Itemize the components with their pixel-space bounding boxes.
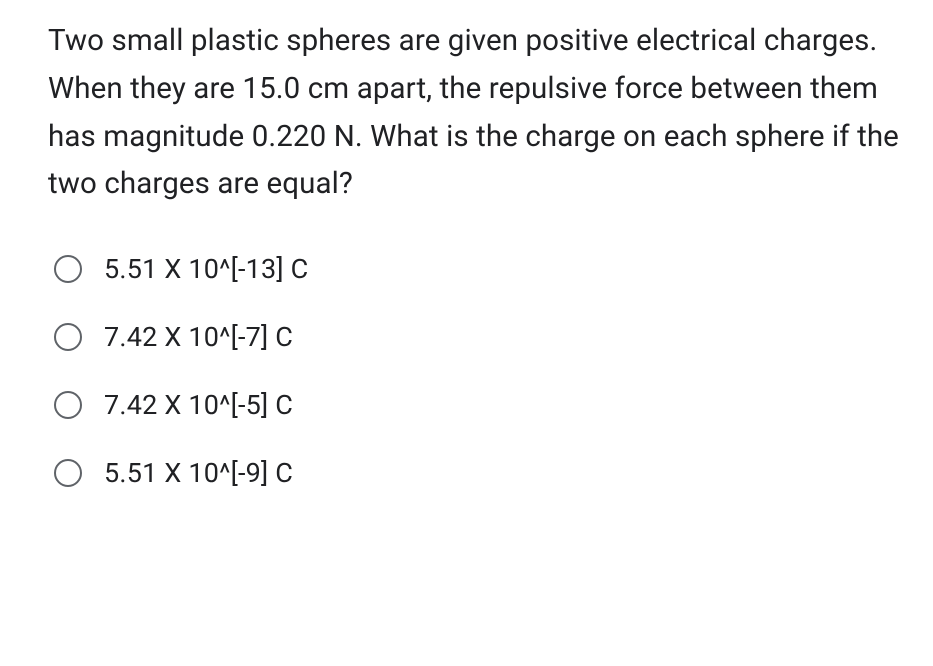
option-3[interactable]: 7.42 X 10^[-5] C (54, 389, 901, 421)
option-1[interactable]: 5.51 X 10^[-13] C (54, 253, 901, 285)
option-4[interactable]: 5.51 X 10^[-9] C (54, 457, 901, 489)
radio-icon (54, 323, 82, 351)
option-label: 7.42 X 10^[-5] C (104, 389, 293, 421)
option-2[interactable]: 7.42 X 10^[-7] C (54, 321, 901, 353)
question-text: Two small plastic spheres are given posi… (48, 18, 901, 209)
radio-icon (54, 459, 82, 487)
option-label: 5.51 X 10^[-9] C (104, 457, 293, 489)
radio-icon (54, 391, 82, 419)
option-label: 7.42 X 10^[-7] C (104, 321, 293, 353)
radio-icon (54, 255, 82, 283)
option-label: 5.51 X 10^[-13] C (104, 253, 308, 285)
options-group: 5.51 X 10^[-13] C 7.42 X 10^[-7] C 7.42 … (48, 253, 901, 489)
question-container: Two small plastic spheres are given posi… (0, 0, 933, 509)
